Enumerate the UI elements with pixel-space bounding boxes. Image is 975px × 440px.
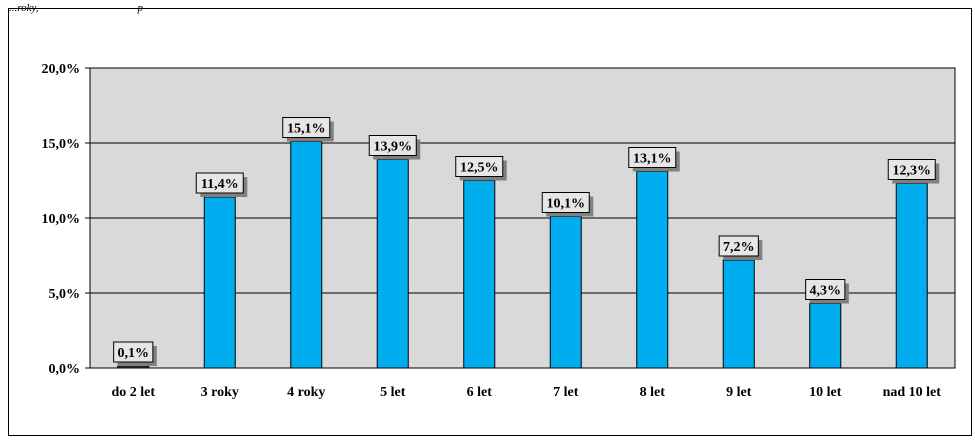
bar [464, 181, 495, 369]
y-axis-ticks: 0,0% 5,0% 10,0% 15,0% 20,0% [42, 62, 91, 377]
x-tick-label: 7 let [553, 385, 579, 400]
bar [723, 260, 754, 368]
data-label: 4,3% [810, 284, 842, 299]
chart-frame: ...roky, p 0,1% 11,4% 15,1% 13,9% 12,5% 10,1%… [8, 8, 972, 436]
x-tick-label: 8 let [640, 385, 666, 400]
data-label: 12,5% [460, 161, 499, 176]
data-label: 13,1% [633, 152, 672, 167]
bar [637, 172, 668, 369]
y-tick-label: 5,0% [49, 287, 81, 302]
bar [810, 304, 841, 369]
header-text-fragment: ...roky, p [9, 2, 143, 14]
bar [204, 197, 235, 368]
y-tick-label: 15,0% [42, 137, 81, 152]
data-label: 12,3% [893, 164, 932, 179]
data-label: 0,1% [118, 346, 150, 361]
bar-chart: 0,1% 11,4% 15,1% 13,9% 12,5% 10,1% 13,1% 7,2% 4,… [9, 9, 971, 435]
y-tick-label: 20,0% [42, 62, 81, 77]
data-label: 13,9% [374, 140, 413, 155]
x-tick-label: 5 let [380, 385, 406, 400]
data-label: 7,2% [723, 240, 755, 255]
bar [377, 160, 408, 369]
bar [550, 217, 581, 369]
data-label: 15,1% [287, 122, 326, 137]
x-tick-label: 3 roky [201, 385, 239, 400]
data-label: 10,1% [547, 197, 586, 212]
x-tick-label: 9 let [726, 385, 752, 400]
x-tick-label: 6 let [467, 385, 493, 400]
x-tick-label: 4 roky [287, 385, 325, 400]
bar [896, 184, 927, 369]
bar [291, 142, 322, 369]
x-tick-label: do 2 let [111, 385, 155, 400]
bar [118, 366, 149, 368]
y-tick-label: 0,0% [49, 362, 81, 377]
y-tick-label: 10,0% [42, 212, 81, 227]
x-tick-label: 10 let [809, 385, 842, 400]
x-tick-label: nad 10 let [883, 385, 942, 400]
x-axis-ticks: do 2 let 3 roky 4 roky 5 let 6 let 7 let 8 let… [111, 385, 941, 400]
data-label: 11,4% [201, 177, 239, 192]
